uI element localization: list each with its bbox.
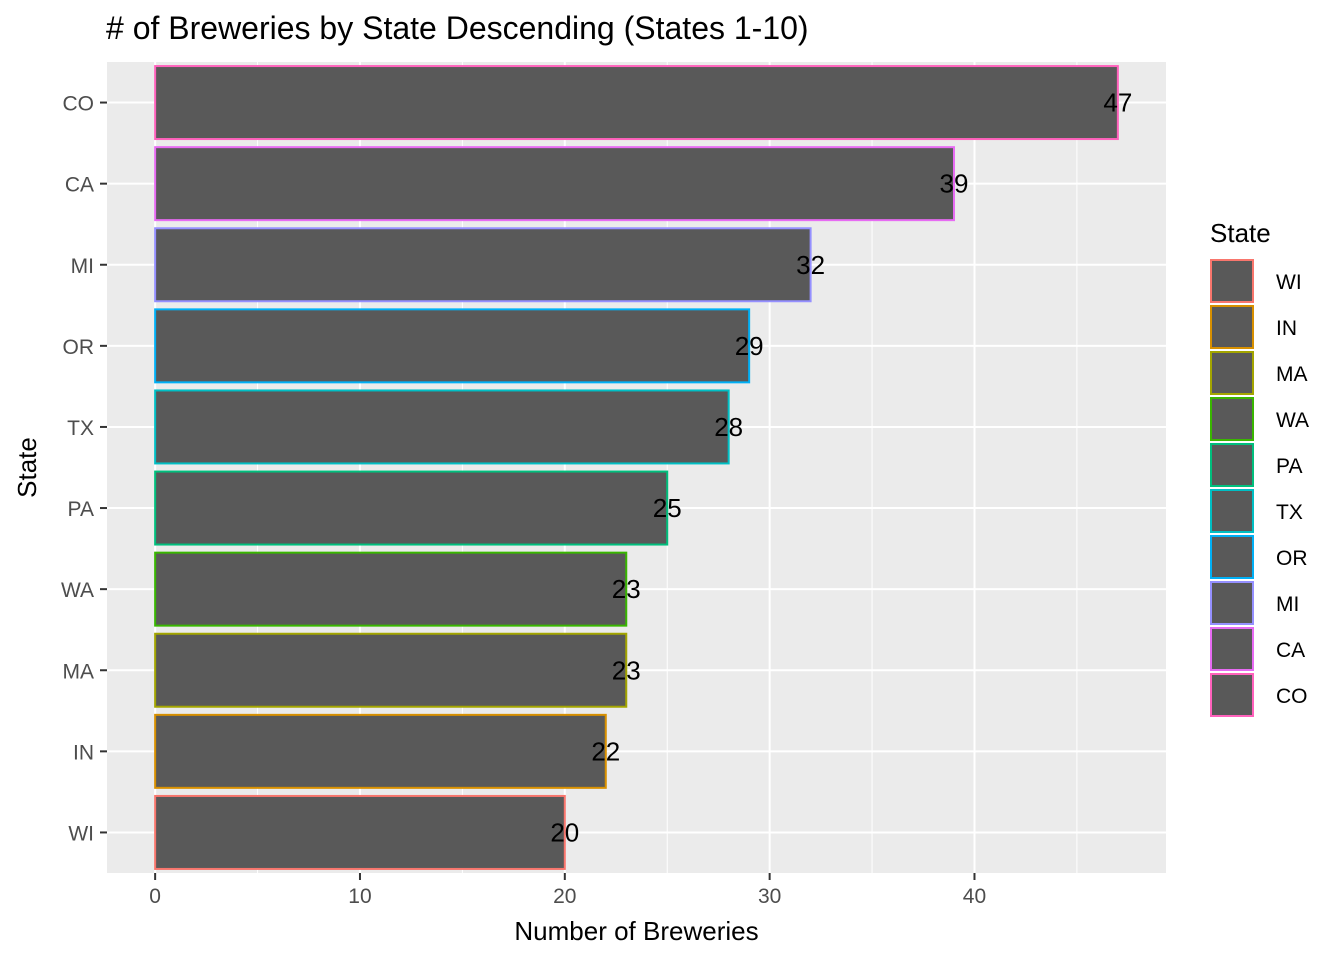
y-tick-label: CO bbox=[63, 93, 95, 116]
data-label-ma: 23 bbox=[612, 655, 641, 685]
legend-label-wa: WA bbox=[1276, 409, 1309, 432]
y-tick-label: MA bbox=[63, 660, 95, 683]
bar-co bbox=[154, 65, 1119, 141]
legend-label-ca: CA bbox=[1276, 639, 1305, 662]
bar-wa bbox=[154, 551, 628, 627]
x-tick-label: 10 bbox=[348, 885, 371, 908]
legend-label-mi: MI bbox=[1276, 593, 1299, 616]
x-tick-label: 30 bbox=[758, 885, 781, 908]
bar-ca bbox=[154, 146, 955, 222]
data-label-pa: 25 bbox=[653, 493, 682, 523]
legend-key-in bbox=[1210, 305, 1254, 349]
y-tick-label: WI bbox=[68, 822, 94, 845]
data-label-wa: 23 bbox=[612, 574, 641, 604]
data-label-mi: 32 bbox=[796, 250, 825, 280]
bar-or bbox=[154, 308, 751, 384]
data-label-in: 22 bbox=[591, 736, 620, 766]
legend-label-ma: MA bbox=[1276, 363, 1308, 386]
y-tick-label: CA bbox=[65, 174, 94, 197]
y-tick-label: TX bbox=[67, 417, 94, 440]
bar-ma bbox=[154, 632, 628, 708]
x-axis: 0 10 20 30 40 bbox=[149, 873, 986, 908]
bars bbox=[154, 65, 1119, 870]
bar-wi bbox=[154, 794, 566, 870]
y-tick-label: PA bbox=[68, 498, 94, 521]
y-axis: WI IN MA WA PA TX OR MI CA CO bbox=[61, 93, 107, 845]
legend-key-wa bbox=[1210, 397, 1254, 441]
legend: State WI IN MA WA PA TX OR MI CA CO bbox=[1210, 218, 1309, 717]
bar-in bbox=[154, 713, 607, 789]
bar-tx bbox=[154, 389, 730, 465]
data-label-tx: 28 bbox=[714, 412, 743, 442]
x-axis-title: Number of Breweries bbox=[514, 916, 758, 946]
legend-label-co: CO bbox=[1276, 685, 1308, 708]
legend-key-ca bbox=[1210, 627, 1254, 671]
chart-title: # of Breweries by State Descending (Stat… bbox=[106, 10, 809, 46]
data-labels: 20 22 23 23 25 28 29 32 39 47 bbox=[550, 88, 1132, 848]
y-tick-label: OR bbox=[63, 336, 95, 359]
x-tick-label: 40 bbox=[963, 885, 986, 908]
legend-key-or bbox=[1210, 535, 1254, 579]
data-label-wi: 20 bbox=[550, 817, 579, 847]
legend-label-in: IN bbox=[1276, 317, 1297, 340]
legend-key-pa bbox=[1210, 443, 1254, 487]
legend-key-tx bbox=[1210, 489, 1254, 533]
bar-pa bbox=[154, 470, 669, 546]
legend-label-pa: PA bbox=[1276, 455, 1302, 478]
y-tick-label: WA bbox=[61, 579, 94, 602]
legend-label-or: OR bbox=[1276, 547, 1308, 570]
legend-title: State bbox=[1210, 218, 1271, 248]
data-label-or: 29 bbox=[735, 331, 764, 361]
bar-mi bbox=[154, 227, 812, 303]
x-tick-label: 20 bbox=[553, 885, 576, 908]
y-tick-label: MI bbox=[71, 255, 94, 278]
y-tick-label: IN bbox=[73, 741, 94, 764]
legend-key-wi bbox=[1210, 259, 1254, 303]
data-label-ca: 39 bbox=[940, 169, 969, 199]
data-label-co: 47 bbox=[1103, 88, 1132, 118]
legend-key-mi bbox=[1210, 581, 1254, 625]
y-axis-title: State bbox=[12, 437, 42, 498]
legend-label-tx: TX bbox=[1276, 501, 1303, 524]
x-tick-label: 0 bbox=[149, 885, 161, 908]
legend-key-ma bbox=[1210, 351, 1254, 395]
legend-label-wi: WI bbox=[1276, 271, 1302, 294]
legend-key-co bbox=[1210, 673, 1254, 717]
